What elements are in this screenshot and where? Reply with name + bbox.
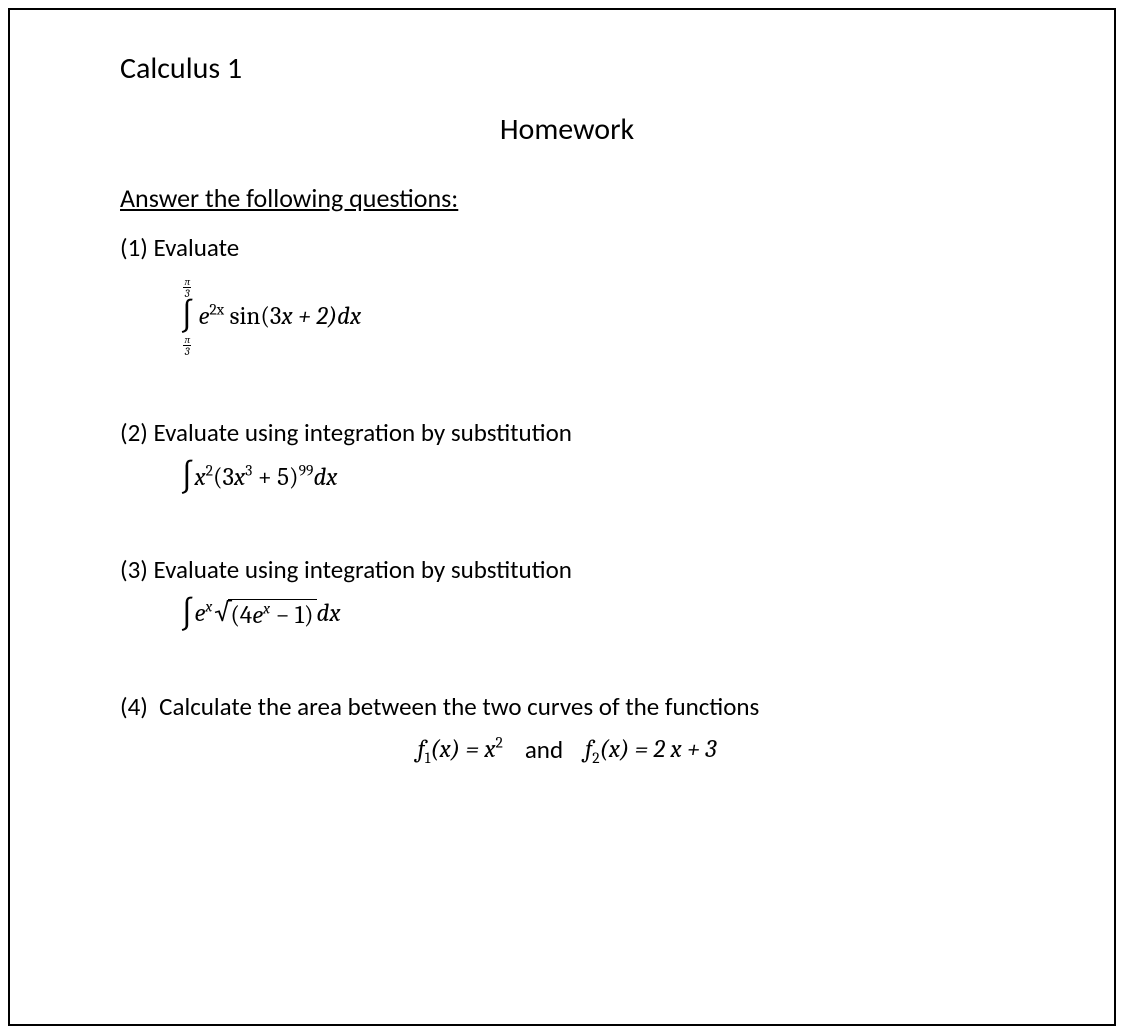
q3-inopen: (4 — [230, 601, 252, 630]
q1-exp: 2x — [209, 300, 224, 318]
q4-sup2: 2 — [496, 734, 503, 752]
q1-expr: e2x sin(3x + 2)dx — [198, 302, 361, 331]
q4-and: and — [525, 734, 563, 765]
q3-dx: dx — [317, 599, 341, 628]
q1-text: Evaluate — [154, 232, 240, 263]
q4-f1: f — [418, 735, 425, 764]
doc-title: Homework — [120, 111, 1014, 148]
q3-text: Evaluate using integration by substituti… — [154, 554, 572, 585]
lower-limit: π3 — [183, 333, 191, 357]
q2-math: ∫ x2(3x3 + 5)99dx — [180, 460, 1014, 494]
integral-symbol: π3 ∫ π3 — [180, 275, 194, 357]
q4-lhs: f1(x) = x2 — [418, 735, 503, 764]
radicand: (4ex − 1) — [228, 599, 316, 630]
q4-text: Calculate the area between the two curve… — [159, 691, 759, 722]
q3-ine: e — [252, 601, 263, 630]
q2-p2: 2 — [206, 461, 213, 479]
document-page: Calculus 1 Homework Answer the following… — [8, 8, 1116, 1026]
question-3: (3) Evaluate using integration by substi… — [120, 554, 1014, 631]
q1-arg: x + 2) — [281, 302, 337, 331]
integral-symbol: ∫ — [180, 597, 194, 631]
question-1: (1) Evaluate π3 ∫ π3 e2x sin(3x + 2)dx — [120, 232, 1014, 357]
q3-number: (3) — [120, 554, 148, 585]
sqrt: √ (4ex − 1) — [214, 599, 316, 630]
q3-expx: x — [205, 597, 212, 615]
q3-math: ∫ ex √ (4ex − 1) dx — [180, 597, 1014, 631]
q1-e: e — [198, 302, 209, 331]
question-2-prompt: (2) Evaluate using integration by substi… — [120, 417, 1014, 448]
instructions: Answer the following questions: — [120, 182, 1014, 214]
q2-number: (2) — [120, 417, 148, 448]
q3-expr: ex √ (4ex − 1) dx — [194, 599, 340, 630]
question-2: (2) Evaluate using integration by substi… — [120, 417, 1014, 494]
q1-sin: sin(3 — [224, 302, 281, 331]
q4-x2: x — [484, 735, 495, 764]
lower-den: 3 — [185, 346, 190, 357]
integral-symbol: ∫ — [180, 460, 194, 494]
q4-math: f1(x) = x2 and f2(x) = 2 x + 3 — [120, 734, 1014, 765]
question-4: (4) Calculate the area between the two c… — [120, 691, 1014, 765]
question-1-prompt: (1) Evaluate — [120, 232, 1014, 263]
q2-open: (3 — [213, 463, 234, 492]
q1-number: (1) — [120, 232, 148, 263]
q2-dx: dx — [313, 463, 337, 492]
q2-expr: x2(3x3 + 5)99dx — [194, 463, 337, 492]
q2-x3: x — [234, 463, 245, 492]
q2-x: x — [194, 463, 205, 492]
q2-p99: 99 — [299, 461, 314, 479]
q4-sub2: 2 — [592, 749, 599, 767]
q4-rhseq: (x) = 2 x + 3 — [600, 735, 717, 764]
q4-number: (4) — [120, 691, 148, 722]
course-title: Calculus 1 — [120, 50, 1014, 87]
q3-inclose: − 1) — [270, 601, 313, 630]
question-3-prompt: (3) Evaluate using integration by substi… — [120, 554, 1014, 585]
q1-math: π3 ∫ π3 e2x sin(3x + 2)dx — [180, 275, 1014, 357]
q2-plus5: + 5) — [252, 463, 298, 492]
q3-e: e — [194, 599, 205, 628]
q4-fxopen: (x) = — [430, 735, 484, 764]
q4-rhs: f2(x) = 2 x + 3 — [585, 735, 716, 764]
q2-text: Evaluate using integration by substituti… — [154, 417, 572, 448]
q1-dx: dx — [337, 302, 361, 331]
question-4-prompt: (4) Calculate the area between the two c… — [120, 691, 1014, 722]
